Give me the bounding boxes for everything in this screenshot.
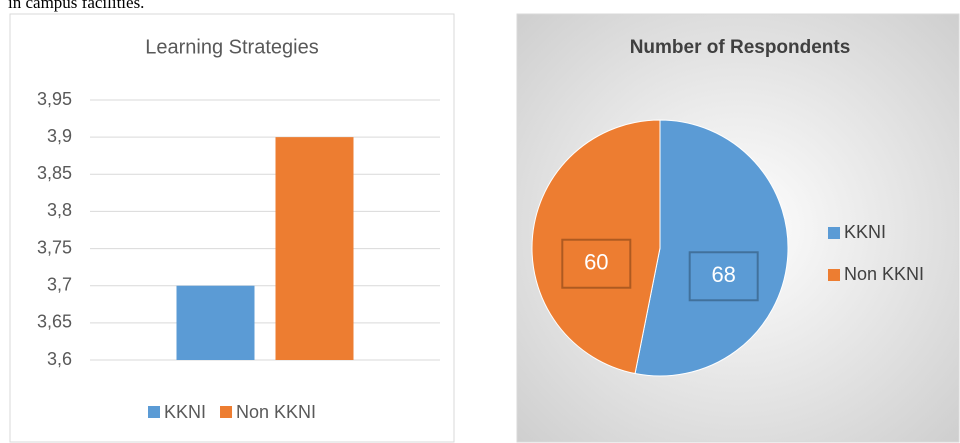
bar-chart-frame bbox=[9, 13, 455, 443]
legend-swatch bbox=[220, 406, 233, 418]
data-label-box bbox=[688, 251, 759, 302]
bar bbox=[275, 137, 354, 360]
y-tick-label: 3,95 bbox=[37, 89, 72, 109]
legend-swatch bbox=[828, 227, 840, 239]
legend-swatch bbox=[148, 406, 160, 418]
data-label-box bbox=[561, 238, 632, 289]
y-tick-label: 3,9 bbox=[47, 126, 72, 146]
legend-swatch bbox=[828, 269, 840, 281]
legend-label: KKNI bbox=[164, 402, 206, 422]
legend-label: Non KKNI bbox=[844, 264, 924, 284]
pie-slice bbox=[634, 119, 789, 377]
y-tick-label: 3,65 bbox=[37, 312, 72, 332]
y-tick-label: 3,75 bbox=[37, 237, 72, 257]
y-tick-label: 3,85 bbox=[37, 163, 72, 183]
legend-label: KKNI bbox=[844, 222, 886, 242]
legend-label: Non KKNI bbox=[236, 402, 316, 422]
y-tick-label: 3,6 bbox=[47, 349, 72, 369]
data-label: 60 bbox=[584, 250, 608, 275]
header-text: in campus facilities. bbox=[8, 0, 144, 12]
y-tick-label: 3,8 bbox=[47, 200, 72, 220]
bar bbox=[176, 285, 255, 360]
data-label: 68 bbox=[711, 262, 735, 287]
pie-slice bbox=[531, 119, 661, 375]
chart-title: Learning Strategies bbox=[145, 36, 318, 58]
chart-title: Number of Respondents bbox=[630, 37, 851, 58]
y-tick-label: 3,7 bbox=[47, 274, 72, 294]
